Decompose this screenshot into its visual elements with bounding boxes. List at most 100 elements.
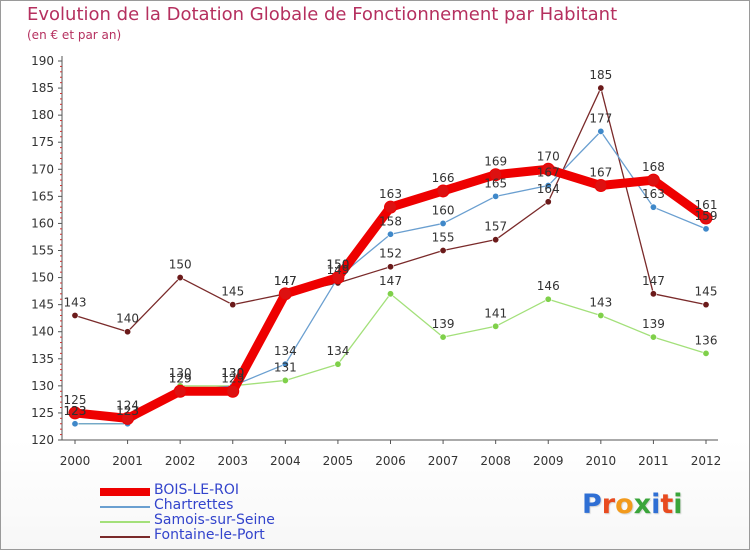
legend-item-chartrettes: Chartrettes xyxy=(100,497,320,514)
data-point xyxy=(492,322,500,330)
data-label: 177 xyxy=(589,111,612,125)
data-label: 150 xyxy=(326,258,349,272)
x-tick-label: 2012 xyxy=(691,454,722,468)
x-tick-label: 2001 xyxy=(112,454,143,468)
data-label: 131 xyxy=(274,360,297,374)
data-label: 165 xyxy=(484,176,507,190)
y-tick-label: 150 xyxy=(31,271,54,285)
data-label: 123 xyxy=(116,404,139,418)
x-tick-label: 2006 xyxy=(375,454,406,468)
data-label: 123 xyxy=(64,404,87,418)
data-point xyxy=(278,287,292,301)
data-point xyxy=(386,230,394,238)
data-point xyxy=(226,384,240,398)
data-label: 130 xyxy=(221,366,244,380)
data-label: 139 xyxy=(642,317,665,331)
data-label: 123 xyxy=(64,404,87,418)
chart-subtitle: (en € et par an) xyxy=(27,28,122,42)
legend-item-samois-sur-seine: Samois-sur-Seine xyxy=(100,512,320,529)
data-point xyxy=(229,301,237,309)
legend-label: Samois-sur-Seine xyxy=(154,512,275,528)
data-point xyxy=(646,173,660,187)
x-tick-label: 2008 xyxy=(480,454,511,468)
data-point xyxy=(176,274,184,282)
x-tick-label: 2007 xyxy=(428,454,459,468)
y-tick-label: 130 xyxy=(31,379,54,393)
data-point xyxy=(702,349,710,357)
data-point xyxy=(68,406,82,420)
legend-label: Chartrettes xyxy=(154,497,234,513)
data-label: 147 xyxy=(379,274,402,288)
data-label: 167 xyxy=(589,166,612,180)
data-label: 161 xyxy=(695,198,718,212)
data-point xyxy=(439,219,447,227)
data-label: 160 xyxy=(432,203,455,217)
data-point xyxy=(71,420,79,428)
x-tick-label: 2004 xyxy=(270,454,301,468)
x-tick-label: 2000 xyxy=(60,454,91,468)
data-label: 170 xyxy=(537,149,560,163)
logo-letter: i xyxy=(651,489,661,520)
data-label: 145 xyxy=(221,285,244,299)
data-point xyxy=(384,200,397,214)
data-label: 129 xyxy=(221,371,244,385)
y-tick-label: 155 xyxy=(31,244,54,258)
x-tick-label: 2011 xyxy=(638,454,669,468)
chart-legend: BOIS-LE-ROI Chartrettes Samois-sur-Seine… xyxy=(100,482,320,544)
data-point xyxy=(173,384,187,398)
data-label: 123 xyxy=(116,404,139,418)
legend-label: Fontaine-le-Port xyxy=(154,527,265,543)
data-label: 130 xyxy=(221,366,244,380)
logo-letter: r xyxy=(601,489,616,520)
data-point xyxy=(649,290,657,298)
data-label: 141 xyxy=(484,306,507,320)
data-label: 164 xyxy=(537,182,560,196)
data-point xyxy=(331,271,345,285)
logo-letter: t xyxy=(660,489,674,520)
data-label: 150 xyxy=(169,258,192,272)
x-tick-label: 2002 xyxy=(165,454,196,468)
data-label: 125 xyxy=(64,393,87,407)
data-point xyxy=(281,376,289,384)
x-tick-label: 2003 xyxy=(217,454,248,468)
data-point xyxy=(544,295,552,303)
data-label: 147 xyxy=(642,274,665,288)
proxiti-logo: Proxiti xyxy=(582,489,683,520)
legend-swatch-chartrettes xyxy=(100,506,150,508)
data-point xyxy=(702,225,710,233)
data-label: 157 xyxy=(484,220,507,234)
y-tick-label: 120 xyxy=(31,433,54,447)
data-label: 169 xyxy=(484,155,507,169)
data-label: 159 xyxy=(695,209,718,223)
data-point xyxy=(544,198,552,206)
data-point xyxy=(386,263,394,271)
y-tick-label: 135 xyxy=(31,352,54,366)
legend-swatch-bois-le-roi xyxy=(100,488,150,496)
y-tick-label: 190 xyxy=(31,54,54,68)
x-tick-label: 2009 xyxy=(533,454,564,468)
y-tick-label: 170 xyxy=(31,162,54,176)
data-label: 167 xyxy=(537,166,560,180)
data-point xyxy=(439,333,447,341)
data-point xyxy=(541,162,555,176)
legend-swatch-samois-sur-seine xyxy=(100,521,150,523)
data-label: 163 xyxy=(379,187,402,201)
series-line-samois-sur-seine xyxy=(74,293,707,425)
y-tick-label: 125 xyxy=(31,406,54,420)
y-tick-label: 165 xyxy=(31,189,54,203)
data-label: 163 xyxy=(642,187,665,201)
legend-label: BOIS-LE-ROI xyxy=(154,482,240,498)
legend-item-bois-le-roi: BOIS-LE-ROI xyxy=(100,482,320,499)
legend-item-fontaine-le-port: Fontaine-le-Port xyxy=(100,527,320,544)
y-tick-label: 140 xyxy=(31,325,54,339)
data-label: 129 xyxy=(169,371,192,385)
data-point xyxy=(124,328,132,336)
data-label: 147 xyxy=(274,274,297,288)
x-tick-label: 2010 xyxy=(586,454,617,468)
y-tick-label: 175 xyxy=(31,135,54,149)
data-point xyxy=(281,360,289,368)
data-label: 155 xyxy=(432,231,455,245)
data-point xyxy=(439,247,447,255)
data-point xyxy=(597,84,605,92)
